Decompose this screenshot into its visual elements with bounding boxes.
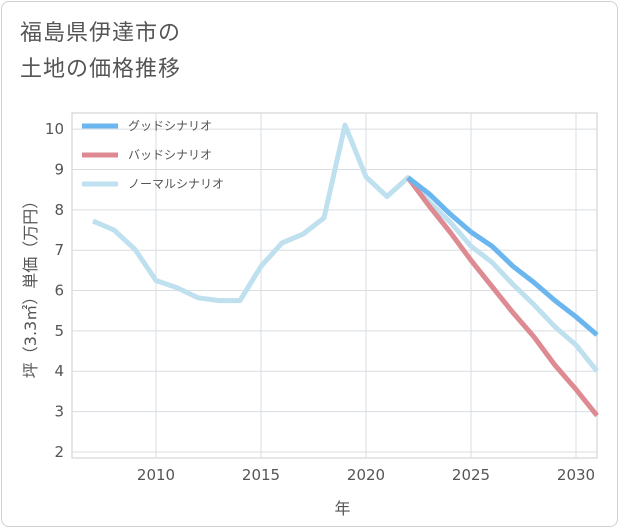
y-axis-label: 坪（3.3㎡）単価（万円）	[21, 193, 40, 378]
page-title: 福島県伊達市の 土地の価格推移	[20, 16, 181, 88]
y-tick-label: 5	[54, 322, 64, 340]
y-tick-label: 10	[45, 120, 64, 138]
x-tick-label: 2015	[242, 466, 280, 484]
x-tick-label: 2020	[347, 466, 385, 484]
x-tick-label: 2025	[452, 466, 490, 484]
y-tick-label: 7	[54, 241, 64, 259]
title-line-1: 福島県伊達市の	[20, 21, 182, 46]
x-tick-label: 2010	[137, 466, 175, 484]
x-axis-label: 年	[334, 499, 350, 518]
legend-label-1: バッドシナリオ	[128, 148, 212, 162]
title-line-2: 土地の価格推移	[20, 57, 182, 82]
series-line-2	[92, 122, 599, 373]
y-tick-label: 6	[54, 282, 64, 300]
y-tick-label: 4	[54, 362, 64, 380]
legend-label-0: グッドシナリオ	[128, 119, 212, 133]
y-tick-label: 9	[54, 160, 64, 178]
legend-label-2: ノーマルシナリオ	[128, 177, 224, 191]
y-tick-label: 3	[54, 403, 64, 421]
x-tick-label: 2030	[557, 466, 595, 484]
series-line-0	[406, 175, 599, 337]
y-tick-label: 2	[54, 443, 64, 461]
series-line-1	[405, 176, 599, 418]
y-tick-label: 8	[54, 201, 64, 219]
